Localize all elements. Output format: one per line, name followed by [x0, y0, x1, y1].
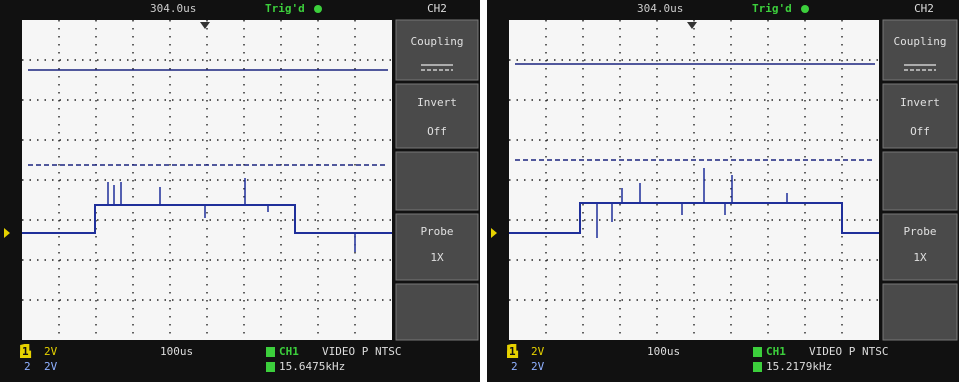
- scope-panel: 304.0us Trig'd CH2 Coupling Invert Off Probe 1X…: [487, 0, 959, 382]
- trigger-status: Trig'd: [265, 2, 305, 15]
- menu-label: Probe: [420, 225, 453, 238]
- menu-label: Invert: [900, 96, 940, 109]
- ch2-id: 2: [24, 360, 31, 373]
- trigger-src-icon: [753, 347, 762, 357]
- menu-box: [396, 214, 478, 280]
- trigger-dot: [801, 5, 809, 13]
- menu-box: [396, 84, 478, 148]
- menu-channel: CH2: [427, 2, 447, 15]
- menu-box: [396, 20, 478, 80]
- ch1-scale: 2V: [531, 345, 545, 358]
- time-offset: 304.0us: [637, 2, 683, 15]
- menu-box: [883, 152, 957, 210]
- menu-label: Invert: [417, 96, 457, 109]
- menu-value: 1X: [913, 251, 927, 264]
- ch2-id: 2: [511, 360, 518, 373]
- time-offset: 304.0us: [150, 2, 196, 15]
- ch1-scale: 2V: [44, 345, 58, 358]
- menu-box: [396, 284, 478, 340]
- scope-panel: 304.0us Trig'd CH2 Coupling Invert Off Probe 1X…: [0, 0, 480, 382]
- menu-value: Off: [910, 125, 930, 138]
- trigger-src-icon: [266, 347, 275, 357]
- ch1-id: 1: [509, 345, 516, 358]
- timebase: 100us: [160, 345, 193, 358]
- ch2-scale: 2V: [531, 360, 545, 373]
- timebase: 100us: [647, 345, 680, 358]
- freq-icon: [753, 362, 762, 372]
- trigger-source: CH1: [279, 345, 299, 358]
- trigger-source: CH1: [766, 345, 786, 358]
- menu-box: [883, 20, 957, 80]
- menu-channel: CH2: [914, 2, 934, 15]
- menu-label: Coupling: [894, 35, 947, 48]
- trigger-mode: VIDEO P NTSC: [809, 345, 888, 358]
- menu-value: Off: [427, 125, 447, 138]
- ch2-scale: 2V: [44, 360, 58, 373]
- menu-box: [883, 214, 957, 280]
- screenshot: 304.0us Trig'd CH2 Coupling Invert Off Probe 1X…: [0, 0, 959, 382]
- menu-box: [883, 84, 957, 148]
- freq-icon: [266, 362, 275, 372]
- trigger-dot: [314, 5, 322, 13]
- frequency: 15.2179kHz: [766, 360, 832, 373]
- menu-label: Coupling: [411, 35, 464, 48]
- frequency: 15.6475kHz: [279, 360, 345, 373]
- menu-label: Probe: [903, 225, 936, 238]
- menu-value: 1X: [430, 251, 444, 264]
- trigger-mode: VIDEO P NTSC: [322, 345, 401, 358]
- menu-box: [396, 152, 478, 210]
- menu-box: [883, 284, 957, 340]
- ch1-id: 1: [22, 345, 29, 358]
- trigger-status: Trig'd: [752, 2, 792, 15]
